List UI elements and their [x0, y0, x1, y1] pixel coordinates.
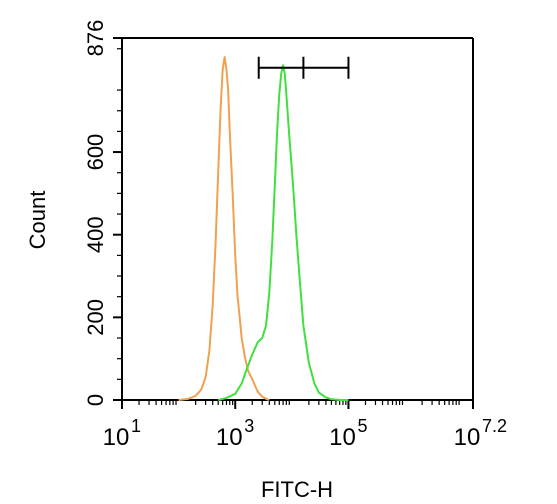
y-tick-label: 400	[83, 216, 108, 253]
y-axis-label: Count	[25, 191, 50, 250]
y-tick-label: 876	[83, 20, 108, 57]
axes-frame	[121, 37, 474, 401]
series-group	[178, 56, 349, 401]
x-tick-label: 10	[103, 424, 130, 451]
y-tick-label: 600	[83, 134, 108, 171]
x-axis-label: FITC-H	[261, 477, 333, 502]
x-tick-exponent: 3	[244, 416, 254, 436]
x-minor-ticks	[138, 400, 460, 405]
annotation-group	[257, 56, 350, 79]
y-tick-label: 0	[83, 394, 108, 406]
x-tick-exponent: 5	[357, 416, 367, 436]
series-line-2	[217, 64, 349, 401]
x-tick-label: 10	[329, 424, 356, 451]
x-tick-label: 10	[216, 424, 243, 451]
x-tick-group: 10 1 10 3 10 5 10 7.2	[103, 400, 507, 451]
y-minor-ticks	[117, 48, 122, 380]
series-line-1	[178, 56, 270, 401]
x-tick-label: 10	[454, 424, 481, 451]
y-tick-label: 200	[83, 299, 108, 336]
y-tick-group: 0 200 400 600 876	[83, 20, 122, 406]
x-tick-exponent: 1	[131, 416, 141, 436]
x-tick-exponent: 7.2	[482, 416, 507, 436]
